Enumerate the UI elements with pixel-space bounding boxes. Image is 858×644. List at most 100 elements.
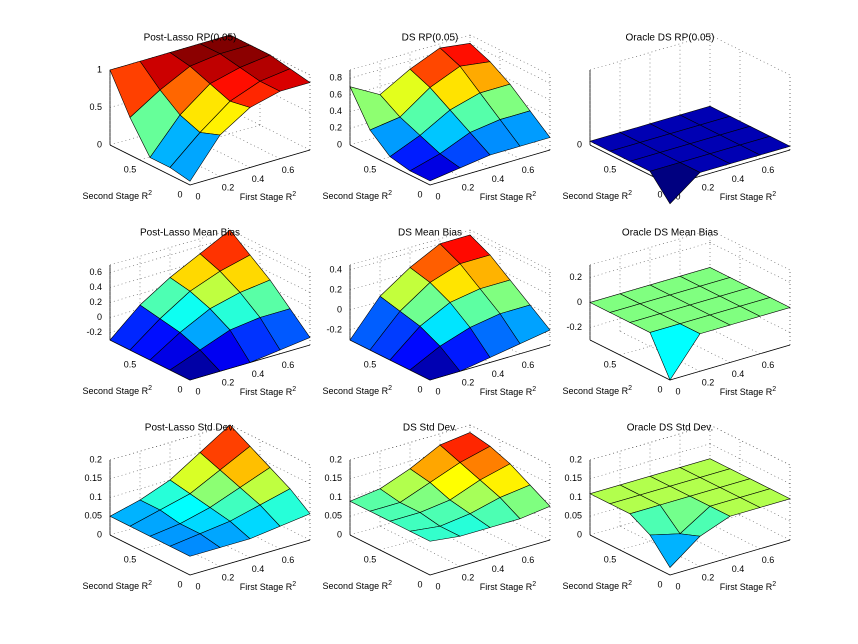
x-axis-label-text: First Stage R bbox=[240, 582, 293, 592]
y-tick-label: 0 bbox=[177, 384, 182, 394]
grid-line bbox=[469, 424, 551, 466]
z-tick-label: -0.2 bbox=[566, 322, 582, 332]
chart-title: Post-Lasso RP(0.05) bbox=[144, 33, 237, 44]
box-edge bbox=[229, 229, 311, 271]
x-axis-label-sup: 2 bbox=[772, 386, 776, 393]
z-tick-label: 0.1 bbox=[569, 492, 582, 502]
x-tick-label: 0.4 bbox=[492, 369, 505, 379]
x-tick-label: 0.6 bbox=[762, 555, 775, 565]
z-tick-label: 0.2 bbox=[89, 454, 102, 464]
x-tick-label: 0.6 bbox=[522, 360, 535, 370]
y-axis bbox=[349, 144, 431, 186]
y-axis-label-text: Second Stage R bbox=[323, 386, 389, 396]
y-axis-label-text: Second Stage R bbox=[323, 191, 389, 201]
z-tick-label: 0.05 bbox=[324, 511, 342, 521]
chart-title: Post-Lasso Mean Bias bbox=[140, 228, 240, 239]
z-tick-label: 0 bbox=[577, 139, 582, 149]
x-tick-label: 0 bbox=[435, 581, 440, 591]
grid-line bbox=[709, 424, 791, 466]
y-tick-label: 0.5 bbox=[604, 554, 617, 564]
z-tick-label: -0.2 bbox=[86, 327, 102, 337]
z-tick-label: -0.2 bbox=[326, 324, 342, 334]
surface-face bbox=[649, 533, 701, 568]
z-tick-label: 0 bbox=[97, 312, 102, 322]
chart-title: Oracle DS Std Dev. bbox=[627, 423, 714, 434]
z-tick-label: 0.4 bbox=[329, 264, 342, 274]
z-tick-label: 0.05 bbox=[84, 511, 102, 521]
x-tick-label: 0.6 bbox=[762, 165, 775, 175]
y-axis bbox=[109, 534, 191, 576]
y-axis-label-sup: 2 bbox=[388, 580, 392, 587]
z-tick-label: 0.2 bbox=[329, 284, 342, 294]
y-axis bbox=[589, 339, 671, 381]
x-tick-label: 0 bbox=[435, 386, 440, 396]
y-tick-label: 0 bbox=[177, 189, 182, 199]
subplot: 0 0.2 0.4 0.6 0.8 0 0.2 0.4 0.6 0 0.5 DS RP(0.05) Se… bbox=[323, 33, 551, 202]
surface-face bbox=[649, 162, 701, 205]
chart-title: Oracle DS Mean Bias bbox=[622, 228, 718, 239]
surface-face bbox=[649, 323, 701, 381]
x-axis-label-text: First Stage R bbox=[720, 582, 773, 592]
x-axis-label-text: First Stage R bbox=[720, 192, 773, 202]
y-tick-label: 0 bbox=[657, 189, 662, 199]
z-tick-label: 0.8 bbox=[329, 73, 342, 83]
grid-line bbox=[679, 313, 761, 355]
x-axis-label-sup: 2 bbox=[532, 191, 536, 198]
x-axis-label: First Stage R2 bbox=[240, 581, 297, 593]
z-tick-label: 0 bbox=[97, 139, 102, 149]
grid-line bbox=[229, 237, 311, 278]
z-tick-label: 0 bbox=[337, 304, 342, 314]
x-tick-label: 0.6 bbox=[282, 360, 295, 370]
x-tick-label: 0.6 bbox=[522, 165, 535, 175]
grid-line bbox=[199, 118, 281, 160]
y-axis bbox=[589, 534, 671, 576]
grid-line bbox=[589, 443, 711, 480]
x-tick-label: 0.2 bbox=[222, 183, 235, 193]
x-axis-label-sup: 2 bbox=[292, 191, 296, 198]
grid-line bbox=[709, 443, 791, 485]
x-tick-label: 0.4 bbox=[252, 564, 265, 574]
x-tick-label: 0.2 bbox=[702, 183, 715, 193]
x-tick-label: 0.2 bbox=[702, 573, 715, 583]
grid-line bbox=[469, 234, 551, 276]
box-edge bbox=[469, 229, 551, 271]
y-tick-label: 0 bbox=[657, 579, 662, 589]
z-tick-label: 0 bbox=[577, 297, 582, 307]
z-tick-label: 1 bbox=[97, 64, 102, 74]
x-tick-label: 0.4 bbox=[252, 174, 265, 184]
y-axis-label: Second Stage R2 bbox=[563, 190, 633, 202]
x-axis-label-sup: 2 bbox=[772, 191, 776, 198]
y-axis-label-text: Second Stage R bbox=[563, 191, 629, 201]
grid-line bbox=[229, 252, 311, 293]
x-axis-label-sup: 2 bbox=[292, 386, 296, 393]
x-tick-label: 0 bbox=[195, 191, 200, 201]
y-tick-label: 0.5 bbox=[364, 554, 377, 564]
x-tick-label: 0.2 bbox=[462, 573, 475, 583]
z-tick-label: 0 bbox=[577, 529, 582, 539]
x-tick-label: 0.2 bbox=[462, 183, 475, 193]
chart-title: Post-Lasso Std Dev. bbox=[145, 423, 235, 434]
x-tick-label: 0.2 bbox=[222, 378, 235, 388]
x-tick-label: 0.4 bbox=[492, 564, 505, 574]
box-edge bbox=[349, 229, 471, 266]
y-tick-label: 0 bbox=[417, 384, 422, 394]
z-tick-label: 0.4 bbox=[89, 282, 102, 292]
x-axis-label-sup: 2 bbox=[292, 581, 296, 588]
x-tick-label: 0.2 bbox=[702, 378, 715, 388]
y-axis-label: Second Stage R2 bbox=[563, 385, 633, 397]
grid-line bbox=[469, 254, 551, 296]
y-axis-label: Second Stage R2 bbox=[83, 190, 153, 202]
grid-line bbox=[379, 525, 461, 567]
z-tick-label: 0.2 bbox=[329, 454, 342, 464]
x-axis bbox=[189, 149, 311, 186]
y-axis-label-text: Second Stage R bbox=[563, 386, 629, 396]
x-tick-label: 0.4 bbox=[492, 174, 505, 184]
y-axis-label-sup: 2 bbox=[148, 385, 152, 392]
x-axis-label: First Stage R2 bbox=[480, 581, 537, 593]
y-axis-label-sup: 2 bbox=[628, 580, 632, 587]
x-axis-label-sup: 2 bbox=[532, 386, 536, 393]
x-axis-label: First Stage R2 bbox=[240, 386, 297, 398]
y-axis-label: Second Stage R2 bbox=[83, 580, 153, 592]
x-tick-label: 0 bbox=[195, 581, 200, 591]
y-tick-label: 0.5 bbox=[124, 164, 137, 174]
